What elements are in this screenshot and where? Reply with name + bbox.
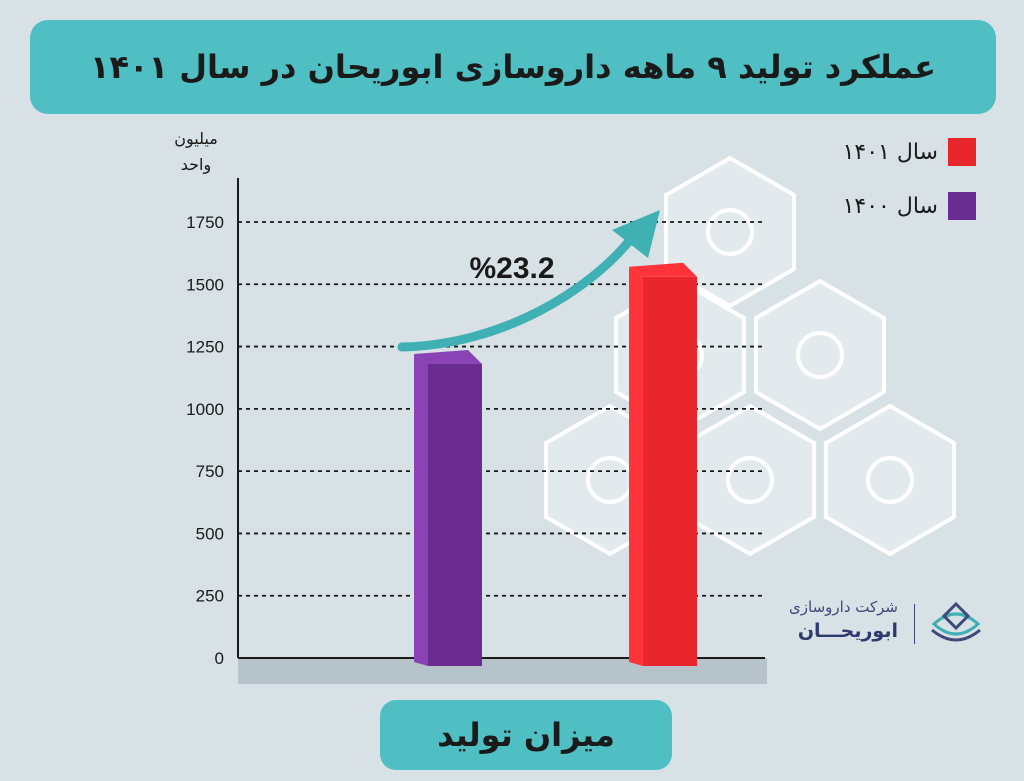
legend-swatch-1400 [948, 192, 976, 220]
heart-rate-icon [726, 456, 774, 504]
y-axis-unit-label: میلیون واحد [156, 126, 236, 178]
x-axis-label: میزان تولید [437, 716, 615, 754]
y-tick-label: 0 [215, 649, 224, 668]
legend-swatch-1401 [948, 138, 976, 166]
pill-icon [796, 331, 844, 379]
y-tick-label: 1500 [186, 275, 224, 294]
bar-1401 [643, 276, 697, 666]
legend-item-1401: سال ۱۴۰۱ [843, 138, 976, 166]
title-banner: عملکرد تولید ۹ ماهه داروسازی ابوریحان در… [30, 20, 996, 114]
y-tick-label: 1000 [186, 400, 224, 419]
y-tick-label: 500 [196, 524, 224, 543]
unit-label-line2: واحد [180, 155, 212, 174]
unit-label-line1: میلیون [174, 129, 218, 148]
legend-label-1400: سال ۱۴۰۰ [842, 193, 938, 219]
bar-1401-side [629, 266, 643, 666]
background-hexagon [663, 155, 797, 309]
background-hexagon [683, 403, 817, 557]
logo-text-line2: ابوریحـــان [797, 620, 898, 642]
x-axis-label-pill: میزان تولید [380, 700, 672, 770]
stethoscope-icon [866, 456, 914, 504]
company-logo: شرکت داروسازی ابوریحـــان [789, 596, 990, 652]
legend: سال ۱۴۰۱ سال ۱۴۰۰ [843, 138, 976, 246]
bar-1400-top [414, 350, 482, 365]
abooreihan-logo-icon [931, 601, 981, 642]
background-hexagon [753, 278, 887, 432]
growth-percent-label: %23.2 [469, 252, 554, 285]
y-tick-label: 250 [196, 587, 224, 606]
y-tick-label: 750 [196, 462, 224, 481]
dna-icon [706, 208, 754, 256]
chart-title: عملکرد تولید ۹ ماهه داروسازی ابوریحان در… [89, 48, 937, 86]
logo-text-line1: شرکت داروسازی [789, 598, 898, 616]
background-hexagon [823, 403, 957, 557]
y-tick-label: 1250 [186, 338, 224, 357]
legend-label-1401: سال ۱۴۰۱ [842, 139, 938, 165]
legend-item-1400: سال ۱۴۰۰ [843, 192, 976, 220]
logo-divider [914, 604, 915, 644]
growth-arrow-head [612, 210, 660, 258]
y-tick-label: 1750 [186, 213, 224, 232]
growth-arrow [397, 230, 639, 352]
bar-1400-side [414, 354, 428, 666]
bar-1401-top [629, 262, 697, 277]
bar-1400 [428, 364, 482, 666]
